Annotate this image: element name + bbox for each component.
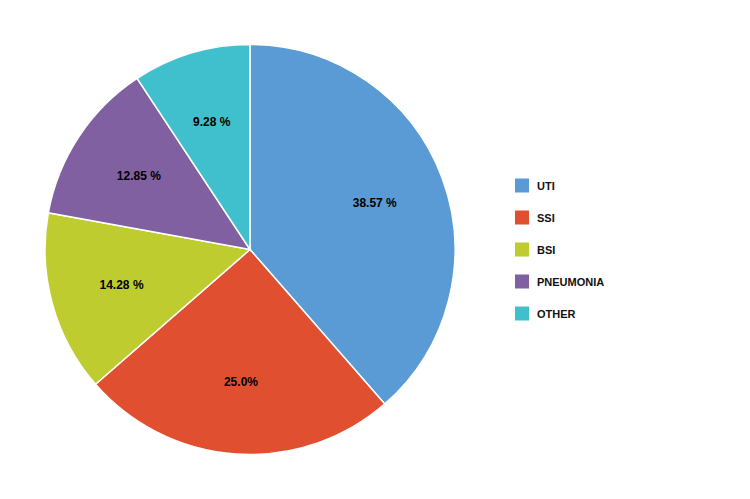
legend-swatch [515, 243, 529, 257]
legend-label: PNEUMONIA [537, 276, 604, 288]
legend-item: BSI [515, 243, 555, 257]
legend-item: OTHER [515, 307, 576, 321]
legend-item: SSI [515, 211, 555, 225]
pie [45, 45, 455, 455]
legend-item: PNEUMONIA [515, 275, 604, 289]
data-label: 14.28 % [100, 278, 144, 292]
pie-slice [96, 250, 385, 455]
legend-item: UTI [515, 179, 555, 193]
legend-swatch [515, 211, 529, 225]
data-label: 25.0% [224, 375, 258, 389]
pie-slice [137, 45, 250, 250]
data-label: 12.85 % [117, 169, 161, 183]
legend-label: OTHER [537, 308, 576, 320]
data-label: 38.57 % [353, 196, 397, 210]
data-label: 9.28 % [193, 115, 231, 129]
legend-label: SSI [537, 212, 555, 224]
legend-label: BSI [537, 244, 555, 256]
legend-swatch [515, 275, 529, 289]
legend-swatch [515, 307, 529, 321]
chart: 38.57 % 25.0% 14.28 % 12.85 % 9.28 % UTI SSI BS… [0, 0, 750, 499]
data-labels: 38.57 % 25.0% 14.28 % 12.85 % 9.28 % [100, 115, 398, 390]
legend-swatch [515, 179, 529, 193]
legend-label: UTI [537, 180, 555, 192]
legend: UTI SSI BSI PNEUMONIA OTHER [515, 179, 604, 321]
